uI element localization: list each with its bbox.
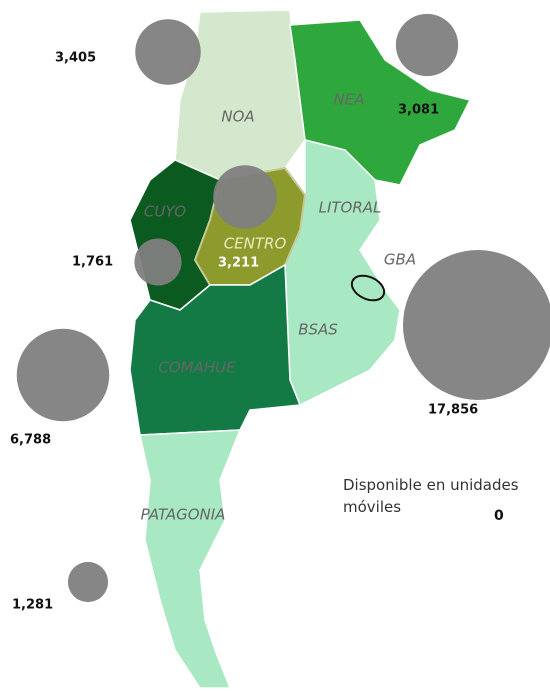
bubble bbox=[134, 238, 182, 286]
region-label: BSAS bbox=[298, 321, 338, 339]
region-label: GBA bbox=[384, 251, 416, 269]
note-value: 0 bbox=[494, 508, 504, 524]
bubble-label: 3,211 bbox=[218, 256, 259, 271]
bubble bbox=[135, 19, 201, 85]
region-label: CENTRO bbox=[224, 235, 287, 253]
gba-outline bbox=[350, 274, 386, 302]
region-comahue bbox=[129, 263, 302, 436]
bubble-label: 3,405 bbox=[55, 51, 96, 66]
bubble bbox=[403, 250, 550, 400]
region-label: CUYO bbox=[144, 203, 186, 221]
bubble bbox=[16, 328, 110, 422]
bubble-label: 3,081 bbox=[398, 103, 439, 118]
region-label: PATAGONIA bbox=[141, 506, 226, 524]
bubble bbox=[213, 165, 277, 229]
region-label: NOA bbox=[221, 108, 254, 126]
note: Disponible en unidades móviles bbox=[343, 476, 519, 516]
bubble-label: 17,856 bbox=[428, 403, 478, 418]
bubble bbox=[395, 13, 459, 77]
bubble-label: 6,788 bbox=[10, 433, 51, 448]
region-label: NEA bbox=[334, 91, 365, 109]
region-label: LITORAL bbox=[319, 199, 382, 217]
bubble-label: 1,761 bbox=[72, 255, 113, 270]
bubble bbox=[67, 561, 109, 603]
bubble-label: 1,281 bbox=[12, 598, 53, 613]
region-patagonia bbox=[139, 429, 242, 689]
region-label: COMAHUE bbox=[158, 359, 236, 377]
